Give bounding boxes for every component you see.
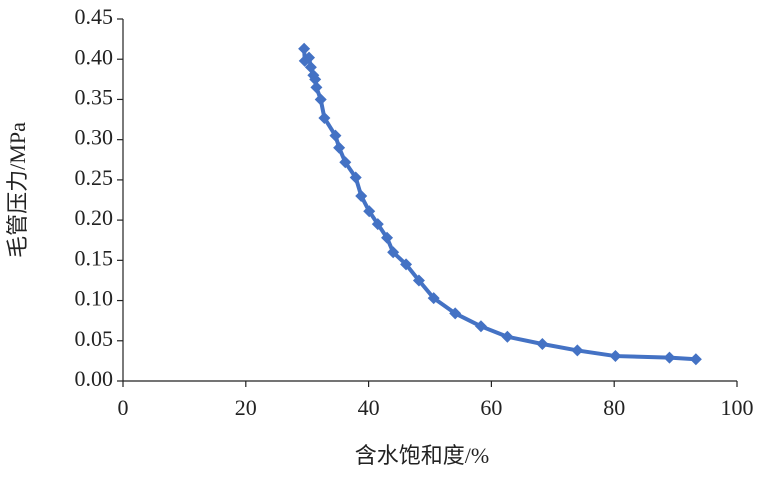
data-point: [609, 350, 622, 363]
data-point: [663, 351, 676, 364]
data-point: [349, 171, 362, 184]
x-tick-label: 80: [603, 395, 625, 420]
data-point: [329, 129, 342, 142]
data-point: [309, 73, 322, 86]
y-tick-label: 0.05: [75, 326, 114, 351]
data-point: [318, 111, 331, 124]
series-line: [302, 48, 696, 362]
data-point: [339, 156, 352, 169]
data-point: [536, 337, 549, 350]
data-point: [371, 218, 384, 231]
data-point: [333, 141, 346, 154]
x-axis-label: 含水饱和度/%: [355, 443, 489, 468]
data-point: [501, 330, 514, 343]
data-point: [387, 246, 400, 259]
x-tick-label: 100: [721, 395, 754, 420]
data-point: [310, 81, 323, 94]
y-tick-label: 0.20: [75, 205, 114, 230]
data-point: [689, 353, 702, 366]
data-point: [427, 292, 440, 305]
data-point: [314, 93, 327, 106]
data-point: [412, 274, 425, 287]
y-tick-label: 0.35: [75, 84, 114, 109]
y-tick-label: 0.15: [75, 245, 114, 270]
x-tick-label: 0: [118, 395, 129, 420]
y-tick-label: 0.40: [75, 44, 114, 69]
data-point: [474, 320, 487, 333]
x-tick-label: 60: [480, 395, 502, 420]
data-point: [298, 42, 311, 55]
y-tick-label: 0.30: [75, 125, 114, 150]
data-point: [381, 231, 394, 244]
data-point: [355, 189, 368, 202]
data-point: [303, 51, 316, 64]
y-axis-label: 毛管压力/MPa: [5, 122, 30, 258]
data-point: [449, 307, 462, 320]
y-tick-label: 0.00: [75, 366, 114, 391]
x-tick-label: 20: [235, 395, 257, 420]
x-tick-label: 40: [358, 395, 380, 420]
data-point: [363, 205, 376, 218]
data-point: [400, 258, 413, 271]
data-point: [571, 344, 584, 357]
y-tick-label: 0.10: [75, 286, 114, 311]
y-tick-label: 0.45: [75, 4, 114, 29]
y-tick-label: 0.25: [75, 165, 114, 190]
